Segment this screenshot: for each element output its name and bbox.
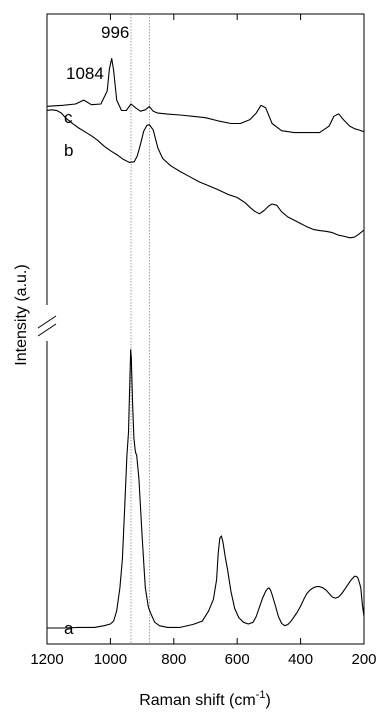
y-axis-title: Intensity (a.u.): [13, 264, 30, 365]
series-label-a: a: [64, 619, 74, 638]
series-labels: cb a: [64, 108, 74, 638]
series-c-line: [46, 57, 364, 134]
x-tick-label: 1200: [30, 651, 63, 668]
series-label-c: c: [64, 108, 73, 127]
x-tick-label: 1000: [94, 651, 127, 668]
annotation-1084: 1084: [66, 64, 104, 83]
x-tick-label: 600: [225, 651, 250, 668]
annotation-996: 996: [101, 23, 129, 42]
x-ticks: 1200 1000 800 600 400 200: [30, 14, 377, 668]
axis-break: [37, 305, 57, 341]
series-a-line: [47, 349, 365, 629]
x-tick-label: 800: [161, 651, 186, 668]
series-group: [46, 57, 365, 629]
reference-lines: [130, 14, 150, 644]
plot-frame: [46, 13, 365, 645]
series-b-line: [46, 109, 365, 239]
x-axis-title: Raman shift (cm-1): [139, 689, 271, 709]
x-tick-label: 400: [288, 651, 313, 668]
x-axis-title-close: ): [265, 692, 270, 709]
x-axis-title-main: Raman shift (cm: [139, 692, 255, 709]
x-axis-title-superscript: -1: [256, 689, 266, 701]
series-label-b: b: [64, 141, 73, 160]
x-tick-label: 200: [351, 651, 376, 668]
